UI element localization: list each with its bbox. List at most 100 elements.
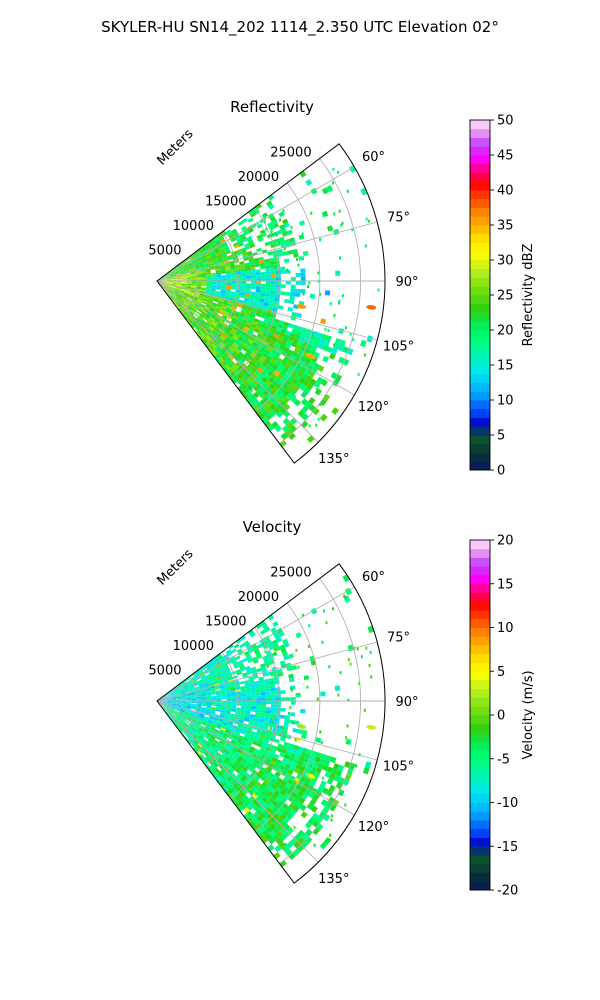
field-cell	[265, 806, 273, 814]
field-cell	[245, 245, 251, 250]
field-cell	[219, 782, 225, 789]
field-cell	[215, 250, 221, 255]
field-cell	[216, 778, 222, 785]
field-cell	[245, 744, 251, 749]
field-cell	[165, 274, 171, 277]
field-cell	[171, 283, 177, 285]
field-cell	[235, 249, 242, 254]
field-cell	[184, 686, 189, 690]
field-cell	[305, 179, 313, 186]
field-cell	[255, 651, 261, 657]
field-cell	[173, 719, 178, 724]
field-cell	[234, 775, 240, 782]
field-cell	[176, 703, 182, 706]
field-cell	[264, 661, 271, 667]
field-cell	[244, 298, 250, 302]
field-cell	[170, 693, 176, 697]
field-cell	[206, 286, 212, 289]
field-cell	[218, 679, 224, 684]
field-cell	[204, 264, 210, 268]
field-cell	[285, 330, 292, 336]
field-cell	[328, 784, 336, 792]
field-cell	[223, 765, 230, 772]
echo-speck	[286, 268, 289, 272]
field-cell	[243, 737, 249, 742]
field-cell	[198, 307, 204, 312]
field-cell	[210, 242, 216, 247]
field-cell	[199, 306, 204, 310]
field-cell	[176, 697, 182, 699]
field-cell	[189, 737, 194, 743]
field-cell	[212, 349, 218, 355]
field-cell	[264, 358, 271, 365]
field-cell	[259, 620, 267, 627]
field-cell	[181, 274, 187, 277]
colorbar-segment	[470, 758, 490, 768]
field-cell	[275, 284, 281, 288]
field-cell	[177, 714, 183, 718]
field-cell	[208, 738, 214, 743]
field-cell	[171, 283, 177, 286]
field-cell	[165, 705, 171, 708]
field-cell	[199, 321, 204, 327]
field-cell	[240, 635, 246, 641]
field-cell	[288, 755, 295, 762]
field-cell	[260, 265, 266, 270]
field-cell	[176, 704, 182, 706]
field-cell	[220, 267, 226, 271]
echo-speck	[307, 644, 310, 648]
field-cell	[216, 286, 222, 289]
field-cell	[179, 290, 185, 294]
field-cell	[271, 639, 278, 645]
field-cell	[279, 644, 286, 650]
field-cell	[266, 775, 273, 782]
field-cell	[178, 720, 183, 725]
field-cell	[254, 790, 261, 797]
echo-speck	[260, 394, 263, 398]
field-cell	[198, 682, 204, 686]
field-cell	[288, 335, 295, 342]
field-cell	[241, 285, 247, 289]
field-cell	[330, 756, 337, 764]
field-cell	[208, 681, 214, 685]
field-cell	[236, 638, 242, 644]
field-cell	[258, 769, 265, 776]
echo-speck	[338, 301, 340, 305]
field-cell	[207, 678, 213, 682]
echo-speck	[363, 708, 366, 712]
field-cell	[248, 789, 255, 796]
field-cell	[192, 741, 197, 747]
field-cell	[235, 751, 241, 756]
field-cell	[186, 298, 192, 303]
field-cell	[210, 708, 216, 711]
field-cell	[231, 660, 238, 665]
azimuth-spoke	[156, 280, 319, 443]
field-cell	[216, 723, 222, 728]
field-cell	[293, 367, 300, 375]
field-cell	[164, 707, 169, 711]
echo-speck	[333, 343, 336, 347]
field-cell	[253, 318, 259, 323]
field-cell	[179, 267, 184, 271]
field-cell	[185, 300, 190, 304]
field-cell	[191, 706, 197, 709]
colorbar-segment	[470, 338, 490, 348]
field-cell	[245, 653, 251, 658]
field-cell	[240, 741, 247, 747]
field-cell	[257, 724, 264, 729]
field-cell	[269, 684, 276, 689]
field-cell	[248, 299, 255, 303]
field-cell	[297, 729, 303, 734]
field-cell	[213, 310, 219, 315]
field-cell	[296, 750, 303, 756]
field-cell	[293, 787, 300, 795]
field-cell	[210, 725, 216, 729]
field-cell	[326, 777, 334, 785]
field-cell	[239, 371, 246, 377]
colorbar-segment	[470, 785, 490, 795]
field-cell	[182, 682, 187, 686]
field-cell	[201, 704, 207, 707]
field-cell	[202, 260, 208, 264]
field-cell	[226, 334, 233, 340]
